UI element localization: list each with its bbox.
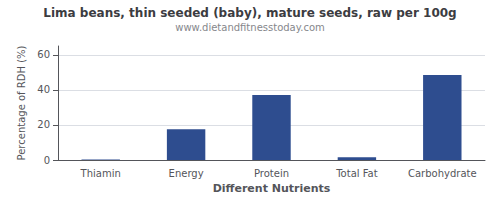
svg-text:40: 40 [37, 84, 50, 95]
svg-text:Lima beans, thin seeded (baby): Lima beans, thin seeded (baby), mature s… [43, 6, 456, 20]
svg-text:60: 60 [37, 49, 50, 60]
svg-text:Thiamin: Thiamin [80, 168, 121, 179]
svg-text:Protein: Protein [254, 168, 289, 179]
svg-text:20: 20 [37, 119, 50, 130]
svg-text:Carbohydrate: Carbohydrate [408, 168, 477, 179]
svg-text:www.dietandfitnesstoday.com: www.dietandfitnesstoday.com [175, 22, 324, 33]
svg-text:Total Fat: Total Fat [335, 168, 377, 179]
svg-text:0: 0 [44, 155, 50, 166]
svg-text:Energy: Energy [169, 168, 204, 179]
svg-text:Percentage of RDH (%): Percentage of RDH (%) [16, 45, 27, 160]
svg-text:Different Nutrients: Different Nutrients [213, 182, 331, 195]
